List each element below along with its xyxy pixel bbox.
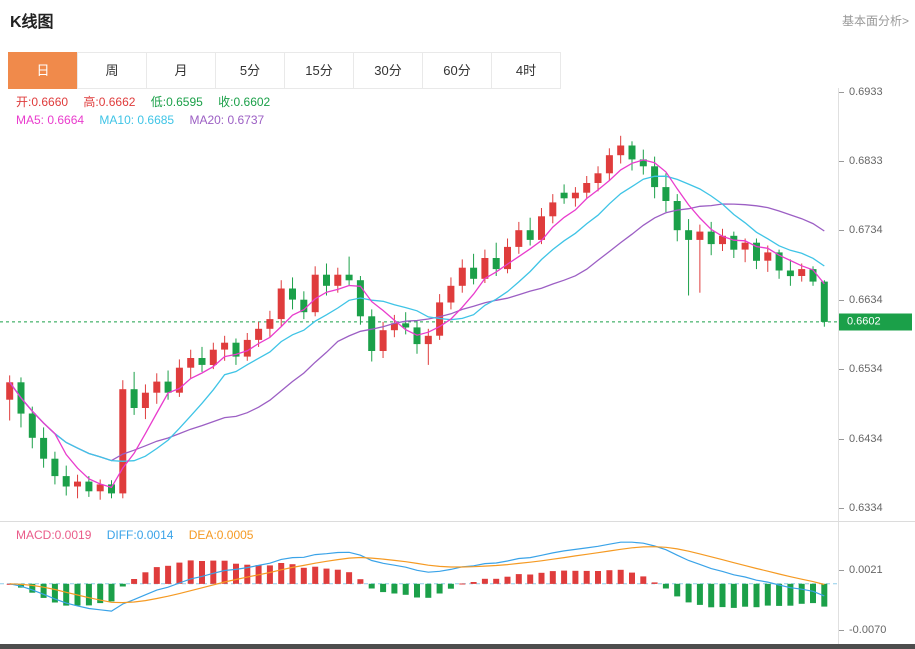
- tab-60分[interactable]: 60分: [422, 52, 492, 89]
- ohlc-open: 开:0.6660: [16, 95, 69, 109]
- axis-tick: [839, 300, 844, 301]
- diff-value: DIFF:0.0014: [106, 528, 174, 542]
- macd-axis: 0.0021 -0.0070: [838, 522, 915, 645]
- ma5-value: MA5: 0.6664: [16, 113, 85, 127]
- price-axis-label: 0.6534: [849, 363, 883, 375]
- axis-tick: [839, 161, 844, 162]
- candles-group: [6, 135, 828, 500]
- fundamental-analysis-link[interactable]: 基本面分析>: [841, 14, 909, 28]
- axis-tick: [839, 369, 844, 370]
- axis-tick: [839, 508, 844, 509]
- tab-日[interactable]: 日: [8, 52, 78, 89]
- tab-月[interactable]: 月: [146, 52, 216, 89]
- macd-axis-label: 0.0021: [849, 564, 883, 576]
- ma10-value: MA10: 0.6685: [99, 113, 175, 127]
- tab-5分[interactable]: 5分: [215, 52, 285, 89]
- ohlc-readout: 开:0.6660 高:0.6662 低:0.6595 收:0.6602: [16, 93, 282, 110]
- ohlc-low: 低:0.6595: [150, 95, 203, 109]
- price-axis: 0.6933 0.6833 0.6734 0.6634 0.6534 0.6434 0.63…: [838, 86, 915, 522]
- ma20-line: [9, 203, 825, 462]
- dea-value: DEA:0.0005: [188, 528, 254, 542]
- tab-4时[interactable]: 4时: [491, 52, 561, 89]
- axis-tick: [839, 630, 844, 631]
- dea-line: [9, 546, 825, 604]
- interval-tabs: 日周月 5分 15分 30分 60分 4时: [8, 52, 561, 89]
- price-axis-label: 0.6734: [849, 224, 883, 236]
- ma5-line: [9, 159, 825, 489]
- ma-readout: MA5: 0.6664 MA10: 0.6685 MA20: 0.6737: [16, 113, 276, 127]
- macd-readout: MACD:0.0019 DIFF:0.0014 DEA:0.0005: [16, 528, 265, 542]
- ohlc-high: 高:0.6662: [83, 95, 136, 109]
- tab-15分[interactable]: 15分: [284, 52, 354, 89]
- macd-value: MACD:0.0019: [16, 528, 92, 542]
- page-title: K线图: [10, 14, 54, 31]
- axis-tick: [839, 92, 844, 93]
- tab-30分[interactable]: 30分: [353, 52, 423, 89]
- axis-tick: [839, 230, 844, 231]
- price-axis-label: 0.6833: [849, 155, 883, 167]
- current-price-tag: 0.6602: [839, 313, 912, 331]
- macd-axis-label: -0.0070: [849, 624, 887, 636]
- ma10-line: [9, 175, 825, 462]
- diff-line: [9, 541, 825, 612]
- ma20-value: MA20: 0.6737: [189, 113, 265, 127]
- price-chart[interactable]: [0, 88, 838, 522]
- price-axis-label: 0.6434: [849, 433, 883, 445]
- bottom-scrollbar[interactable]: [0, 644, 915, 649]
- price-axis-label: 0.6634: [849, 294, 883, 306]
- tab-周[interactable]: 周: [77, 52, 147, 89]
- axis-tick: [839, 439, 844, 440]
- panel-divider: [0, 521, 915, 522]
- price-axis-label: 0.6334: [849, 502, 883, 514]
- axis-tick: [839, 570, 844, 571]
- ohlc-close: 收:0.6602: [218, 95, 271, 109]
- price-axis-label: 0.6933: [849, 86, 883, 98]
- macd-chart[interactable]: [0, 522, 838, 645]
